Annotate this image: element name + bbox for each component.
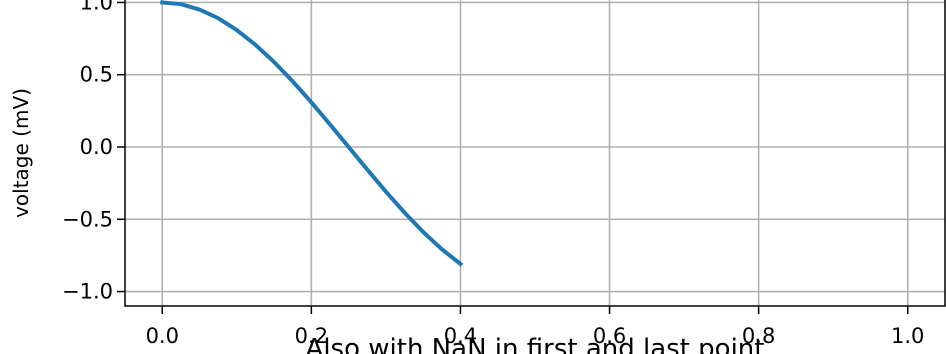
y-tick-label: 0.0 (80, 135, 113, 159)
x-tick-label: 0.4 (444, 324, 477, 348)
x-tick-label: 0.2 (295, 324, 328, 348)
x-tick-label: 0.6 (593, 324, 626, 348)
plot-lines (160, 0, 464, 267)
x-tick-label: 0.0 (146, 324, 179, 348)
y-axis-ticks: 1.0 0.5 0.0 −0.5 −1.0 (62, 0, 125, 304)
y-axis-label: voltage (mV) (9, 88, 33, 218)
x-axis-ticks: 0.0 0.2 0.4 0.6 0.8 1.0 (146, 306, 924, 348)
y-tick-label: 0.5 (80, 63, 113, 87)
plot-frame (124, 0, 946, 307)
y-tick-label: 1.0 (80, 0, 113, 14)
series-line-segment (160, 0, 464, 267)
grid (125, 0, 945, 306)
x-tick-label: 1.0 (891, 324, 924, 348)
x-tick-label: 0.8 (742, 324, 775, 348)
bottom-caption: Also with NaN in first and last point (306, 334, 765, 354)
y-tick-label: −1.0 (62, 280, 113, 304)
y-tick-label: −0.5 (62, 207, 113, 231)
